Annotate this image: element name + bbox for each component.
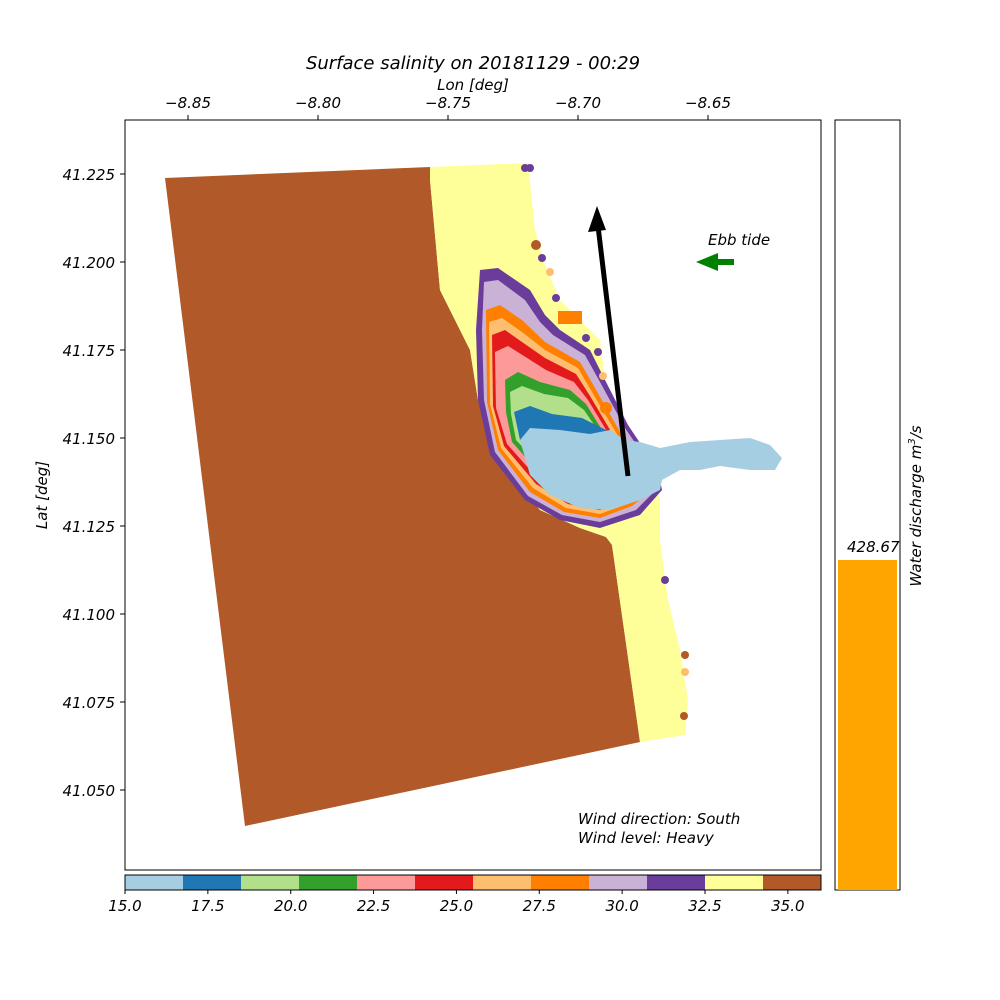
map-axes: Ebb tide Wind direction: South Wind leve…	[124, 119, 822, 871]
colorbar-cell	[183, 875, 242, 890]
colorbar-cell	[473, 875, 532, 890]
colorbar-cell	[647, 875, 706, 890]
lat-tick-label: 41.125	[63, 518, 116, 536]
lat-tick-label: 41.075	[63, 694, 116, 712]
colorbar-tick-label: 25.0	[440, 897, 473, 915]
lon-tick-label: −8.75	[425, 94, 471, 112]
discharge-axis-label: Water discharge m3/s	[907, 425, 925, 586]
lon-tick-label: −8.65	[685, 94, 731, 112]
colorbar-cell	[531, 875, 590, 890]
lat-tick-label: 41.225	[63, 166, 116, 184]
coastal-point	[552, 294, 560, 302]
wind-level-label: Wind level: Heavy	[578, 829, 715, 847]
colorbar-cell	[299, 875, 358, 890]
coastal-point	[661, 576, 669, 584]
wind-direction-arrow	[588, 206, 631, 477]
colorbar-cell	[125, 875, 184, 890]
discharge-panel: 428.67 Water discharge m3/s	[834, 119, 925, 891]
coastal-point	[594, 348, 602, 356]
coastal-point	[681, 668, 689, 676]
colorbar-cell	[763, 875, 822, 890]
coastal-point	[526, 164, 534, 172]
coastal-point	[546, 268, 554, 276]
ocean-salinity-region	[165, 167, 640, 826]
wind-direction-label: Wind direction: South	[578, 810, 740, 828]
coastal-point	[599, 372, 607, 380]
colorbar-cell	[705, 875, 764, 890]
coastal-point	[680, 712, 688, 720]
colorbar-tick-label: 20.0	[274, 897, 307, 915]
colorbar-cell	[415, 875, 474, 890]
lat-tick-label: 41.200	[63, 254, 116, 272]
lat-tick-label: 41.100	[63, 606, 116, 624]
lon-tick-label: −8.70	[555, 94, 601, 112]
salinity-colorbar: 15.0 17.5 20.0 22.5 25.0 27.5 30.0 32.5 35.0	[108, 874, 822, 915]
map-title: Surface salinity on 20181129 - 00:29	[306, 53, 640, 74]
colorbar-cell	[589, 875, 648, 890]
lat-axis: 41.225 41.200 41.175 41.150 41.125 41.10…	[33, 166, 125, 800]
lon-tick-label: −8.85	[165, 94, 211, 112]
coastal-point	[531, 240, 541, 250]
colorbar-tick-label: 22.5	[357, 897, 390, 915]
lon-axis-label: Lon [deg]	[437, 76, 509, 94]
colorbar-tick-label: 27.5	[523, 897, 556, 915]
colorbar-tick-label: 35.0	[771, 897, 804, 915]
coastal-point	[600, 402, 612, 414]
ebb-tide-arrow	[696, 253, 734, 271]
lat-axis-label: Lat [deg]	[33, 461, 51, 529]
colorbar-cell	[241, 875, 300, 890]
discharge-value: 428.67	[847, 538, 900, 556]
colorbar-tick-label: 17.5	[191, 897, 224, 915]
river-freshwater-region	[520, 428, 782, 510]
colorbar-tick-label: 32.5	[688, 897, 721, 915]
lon-tick-label: −8.80	[295, 94, 341, 112]
ebb-tide-label: Ebb tide	[708, 231, 770, 249]
coastal-point	[681, 651, 689, 659]
coastal-point	[582, 334, 590, 342]
coastal-point	[558, 311, 582, 324]
colorbar-tick-label: 30.0	[605, 897, 638, 915]
coastal-point	[538, 254, 546, 262]
colorbar-cell	[357, 875, 416, 890]
lat-tick-label: 41.175	[63, 342, 116, 360]
lat-tick-label: 41.050	[63, 782, 116, 800]
discharge-bar	[838, 560, 897, 890]
colorbar-tick-label: 15.0	[108, 897, 141, 915]
lat-tick-label: 41.150	[63, 430, 116, 448]
lon-axis: −8.85 −8.80 −8.75 −8.70 −8.65	[165, 94, 731, 120]
